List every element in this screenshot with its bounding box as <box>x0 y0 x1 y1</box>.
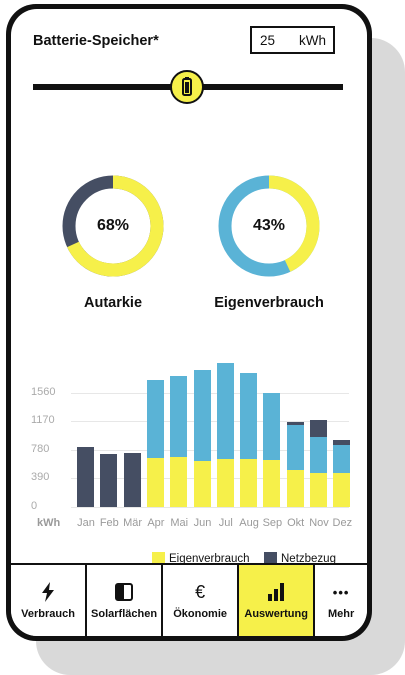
bar-segment <box>286 424 304 471</box>
nav-mehr[interactable]: ••• Mehr <box>315 565 367 636</box>
bar-segment <box>310 419 327 437</box>
nav-label-verbrauch: Verbrauch <box>21 608 75 620</box>
bar-segment <box>170 457 188 507</box>
monthly-bar-chart: kWh 1560 1170 780 390 0 Jan Feb Mär Apr Mai Jun Jul… <box>31 363 352 539</box>
phone-frame: Batterie-Speicher* 25 kWh 68% Autarkie 4… <box>6 4 372 641</box>
page-title: Batterie-Speicher* <box>33 33 159 49</box>
bar-segment <box>123 452 141 507</box>
gridline <box>71 507 349 508</box>
x-tick-label: Okt <box>287 517 305 529</box>
bar-segment <box>263 393 281 461</box>
legend-netzbezug: Netzbezug <box>264 552 336 565</box>
lightning-icon <box>41 581 55 603</box>
y-tick-label: 0 <box>31 500 38 512</box>
x-tick-label: Jan <box>77 517 95 529</box>
bar-segment <box>333 440 351 445</box>
half-square-icon <box>115 581 134 603</box>
legend-label-eigenverbrauch: Eigenverbrauch <box>169 552 250 565</box>
bar-segment <box>146 457 164 507</box>
donut-value-arc <box>218 175 320 277</box>
nav-label-solarflaechen: Solarflächen <box>91 608 158 620</box>
autarkie-donut: 68% <box>58 171 168 281</box>
bar-segment <box>333 472 351 507</box>
nav-oekonomie[interactable]: € Ökonomie <box>163 565 240 636</box>
legend-swatch-dark <box>264 552 277 565</box>
more-dots-icon: ••• <box>332 584 350 600</box>
y-tick-label: 1170 <box>31 414 55 427</box>
bottom-navigation: Verbrauch Solarflächen € Ökonomie Auswer… <box>11 563 367 636</box>
nav-label-auswertung: Auswertung <box>244 608 308 620</box>
nav-label-oekonomie: Ökonomie <box>173 608 228 620</box>
x-tick-label: Feb <box>99 517 119 529</box>
nav-verbrauch[interactable]: Verbrauch <box>11 565 88 636</box>
eigenverbrauch-donut: 43% <box>214 171 324 281</box>
capacity-value[interactable]: 25 <box>260 33 276 48</box>
y-tick-label: 1560 <box>31 385 56 398</box>
capacity-unit: kWh <box>299 33 326 48</box>
bar-segment <box>310 472 327 507</box>
eigenverbrauch-label: Eigenverbrauch <box>214 295 324 311</box>
x-tick-label: Nov <box>309 517 329 529</box>
bar-segment <box>146 380 164 458</box>
bar-segment <box>263 460 281 507</box>
bar-segment <box>216 459 234 507</box>
nav-label-mehr: Mehr <box>327 608 355 620</box>
bar-segment <box>216 363 234 460</box>
app-screen: Batterie-Speicher* 25 kWh 68% Autarkie 4… <box>11 9 367 636</box>
x-tick-label: Mär <box>123 517 143 529</box>
legend-eigenverbrauch: Eigenverbrauch <box>152 552 250 565</box>
capacity-slider-thumb[interactable] <box>170 70 204 104</box>
capacity-input[interactable]: 25 kWh <box>250 26 335 54</box>
autarkie-value: 68% <box>96 217 130 234</box>
bar-segment <box>333 444 351 473</box>
bar-segment <box>240 372 258 460</box>
bar-segment <box>286 470 304 507</box>
bar-segment <box>193 369 211 461</box>
legend-label-netzbezug: Netzbezug <box>281 552 336 565</box>
autarkie-label: Autarkie <box>83 295 143 311</box>
x-tick-label: Apr <box>147 517 165 529</box>
nav-auswertung[interactable]: Auswertung <box>239 565 316 636</box>
bar-segment <box>286 421 304 425</box>
legend-swatch-yellow <box>152 552 165 565</box>
donut-value-arc <box>62 175 164 277</box>
battery-icon <box>182 77 192 96</box>
x-tick-label: Dez <box>332 517 353 529</box>
bar-segment <box>193 460 211 507</box>
bar-segment <box>170 376 188 458</box>
nav-solarflaechen[interactable]: Solarflächen <box>87 565 164 636</box>
bar-segment <box>100 454 118 507</box>
euro-icon: € <box>195 581 206 602</box>
y-tick-label: 390 <box>31 471 50 484</box>
x-tick-label: Sep <box>262 517 283 529</box>
y-tick-label: 780 <box>31 442 50 455</box>
bar-segment <box>310 436 327 473</box>
bar-segment <box>77 446 94 507</box>
x-tick-label: Jun <box>193 517 212 529</box>
x-tick-label: Jul <box>218 517 233 529</box>
bar-chart-icon <box>267 581 285 603</box>
eigenverbrauch-value: 43% <box>252 217 286 234</box>
chart-unit-label: kWh <box>37 517 61 529</box>
x-tick-label: Mai <box>170 517 189 529</box>
bar-segment <box>240 459 258 507</box>
x-tick-label: Aug <box>239 517 259 529</box>
